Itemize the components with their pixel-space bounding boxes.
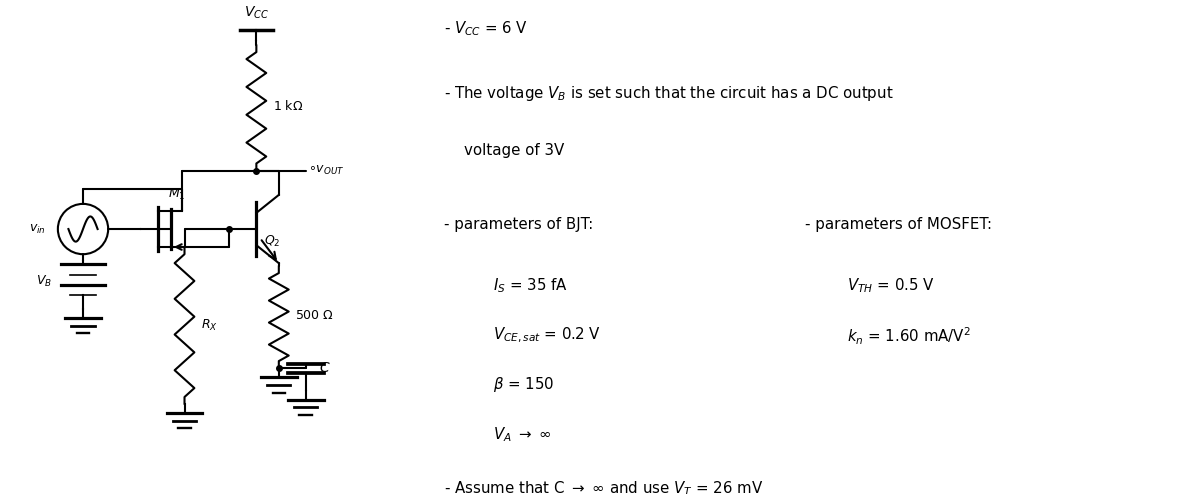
Text: 1 k$\Omega$: 1 k$\Omega$ (272, 98, 302, 113)
Text: - Assume that C $\rightarrow$ $\infty$ and use $V_T$ = 26 mV: - Assume that C $\rightarrow$ $\infty$ a… (444, 479, 763, 494)
Text: $M_1$: $M_1$ (168, 187, 186, 202)
Text: $V_{TH}$ = 0.5 V: $V_{TH}$ = 0.5 V (846, 277, 935, 295)
Text: $R_X$: $R_X$ (200, 318, 217, 333)
Text: $v_{in}$: $v_{in}$ (29, 222, 46, 236)
Text: $V_B$: $V_B$ (36, 274, 52, 288)
Text: $k_n$ = 1.60 mA/V$^2$: $k_n$ = 1.60 mA/V$^2$ (846, 326, 971, 347)
Text: - parameters of BJT:: - parameters of BJT: (444, 217, 593, 232)
Text: $C$: $C$ (319, 361, 331, 375)
Text: $V_A$ $\rightarrow$ $\infty$: $V_A$ $\rightarrow$ $\infty$ (493, 425, 552, 444)
Text: - $V_{CC}$ = 6 V: - $V_{CC}$ = 6 V (444, 20, 528, 39)
Text: $\circ v_{OUT}$: $\circ v_{OUT}$ (308, 164, 344, 177)
Text: - The voltage $V_B$ is set such that the circuit has a DC output: - The voltage $V_B$ is set such that the… (444, 84, 893, 103)
Text: $\beta$ = 150: $\beta$ = 150 (493, 375, 554, 394)
Text: - parameters of MOSFET:: - parameters of MOSFET: (805, 217, 992, 232)
Text: voltage of 3V: voltage of 3V (464, 143, 564, 158)
Text: 500 $\Omega$: 500 $\Omega$ (295, 309, 334, 322)
Text: $Q_2$: $Q_2$ (264, 234, 280, 248)
Text: $V_{CE,sat}$ = 0.2 V: $V_{CE,sat}$ = 0.2 V (493, 326, 601, 345)
Text: $V_{CC}$: $V_{CC}$ (244, 4, 269, 21)
Text: $I_S$ = 35 fA: $I_S$ = 35 fA (493, 277, 568, 295)
